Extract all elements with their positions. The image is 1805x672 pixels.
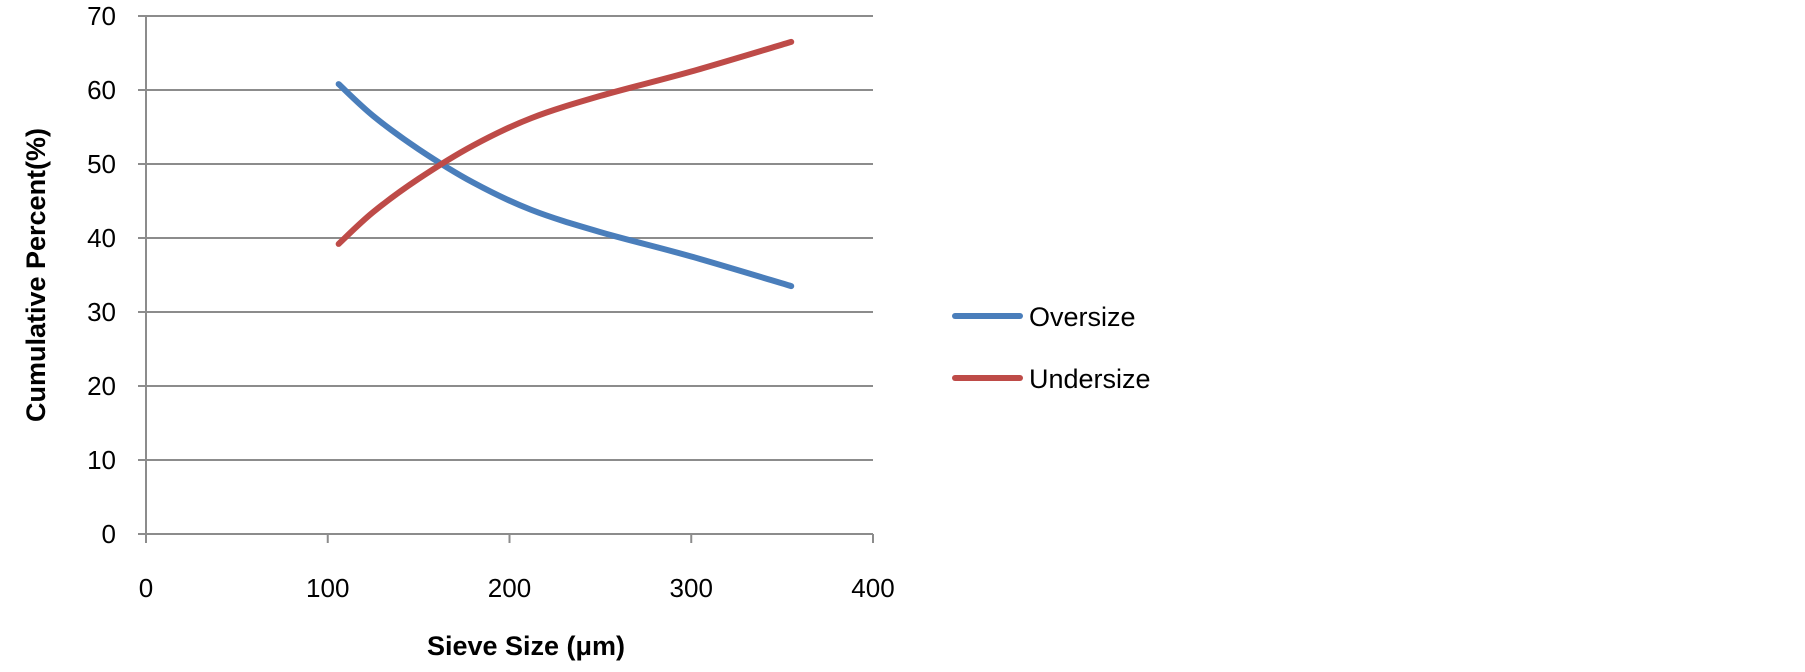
axes: 0 10 20 30 40 50 60 70 0 100 200 300 400 (87, 1, 895, 603)
x-tick-label: 300 (670, 573, 713, 603)
y-axis-title: Cumulative Percent(%) (21, 128, 51, 422)
y-tick-label: 40 (87, 223, 116, 253)
legend-label-undersize: Undersize (1029, 364, 1151, 394)
x-tick-label: 200 (488, 573, 531, 603)
series-line-oversize (335, 81, 795, 290)
y-tick-label: 30 (87, 297, 116, 327)
y-tick-label: 10 (87, 445, 116, 475)
legend-label-oversize: Oversize (1029, 302, 1136, 332)
x-tick-label: 400 (851, 573, 894, 603)
x-tick-label: 100 (306, 573, 349, 603)
y-tick-label: 70 (87, 1, 116, 31)
series-lines (335, 38, 795, 290)
legend: Oversize Undersize (952, 302, 1151, 394)
series-line-undersize (335, 38, 795, 247)
y-tick-label: 0 (102, 519, 116, 549)
y-tick-label: 60 (87, 75, 116, 105)
y-tick-label: 50 (87, 149, 116, 179)
x-tick-label: 0 (139, 573, 153, 603)
y-tick-label: 20 (87, 371, 116, 401)
gridlines (146, 15, 873, 461)
x-axis-title: Sieve Size (μm) (427, 631, 625, 661)
